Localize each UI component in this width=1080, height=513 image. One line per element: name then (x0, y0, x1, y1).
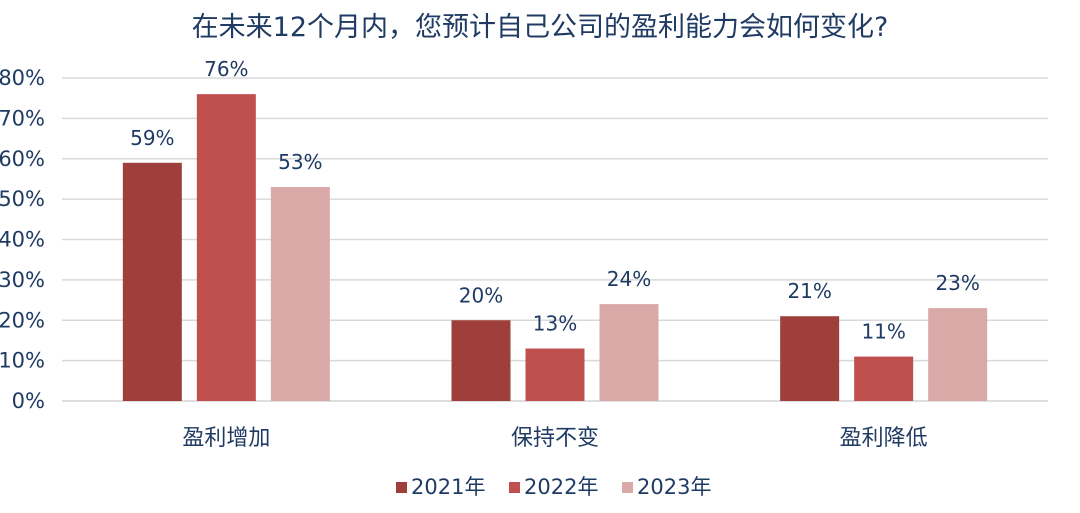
data-label: 21% (787, 279, 831, 303)
data-label: 23% (935, 271, 979, 295)
bar-2-0 (780, 316, 840, 401)
data-label: 53% (278, 150, 322, 174)
y-tick-label: 10% (0, 349, 45, 373)
chart-title: 在未来12个月内，您预计自己公司的盈利能力会如何变化? (192, 12, 889, 43)
category-label: 保持不变 (511, 426, 599, 451)
data-labels: 59% 76% 53% 20% 13% 24% 21% 11% 23% (130, 57, 980, 343)
data-label: 76% (204, 57, 248, 81)
y-tick-label: 0% (12, 389, 45, 413)
bar-2-1 (854, 356, 914, 401)
data-label: 13% (533, 312, 577, 336)
legend-swatch (509, 482, 520, 493)
y-tick-label: 70% (0, 106, 45, 130)
data-label: 11% (861, 320, 905, 344)
bar-0-0 (122, 162, 182, 401)
bars (122, 94, 988, 402)
category-label: 盈利增加 (182, 426, 270, 451)
legend-label: 2023年 (637, 475, 711, 499)
y-tick-label: 40% (0, 228, 45, 252)
legend-label: 2021年 (411, 475, 485, 499)
bar-0-1 (196, 94, 256, 402)
legend: 2021年 2022年 2023年 (396, 475, 711, 499)
bar-1-2 (599, 304, 659, 401)
legend-label: 2022年 (524, 475, 598, 499)
y-tick-label: 80% (0, 66, 45, 90)
bar-1-1 (525, 348, 585, 401)
y-tick-label: 20% (0, 308, 45, 332)
bar-0-2 (270, 187, 330, 401)
y-tick-label: 30% (0, 268, 45, 292)
y-tick-label: 50% (0, 187, 45, 211)
x-axis-categories: 盈利增加 保持不变 盈利降低 (182, 426, 927, 451)
legend-swatch (622, 482, 633, 493)
data-label: 59% (130, 126, 174, 150)
legend-swatch (396, 482, 407, 493)
bar-2-2 (928, 308, 988, 401)
data-label: 20% (459, 283, 503, 307)
y-tick-label: 60% (0, 147, 45, 171)
category-label: 盈利降低 (840, 426, 928, 451)
data-label: 24% (607, 267, 651, 291)
bar-1-0 (451, 320, 511, 401)
y-axis-ticks: 0% 10% 20% 30% 40% 50% 60% 70% 80% (0, 66, 45, 413)
